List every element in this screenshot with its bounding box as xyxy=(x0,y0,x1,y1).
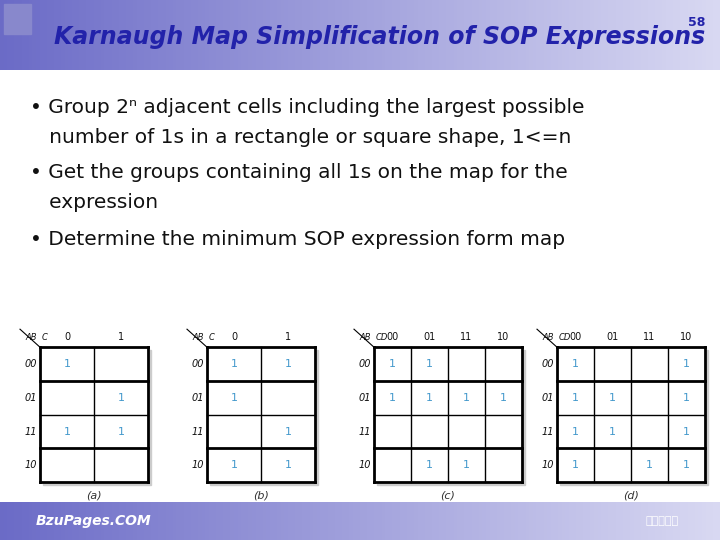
Text: 1: 1 xyxy=(426,393,433,403)
Text: 10: 10 xyxy=(192,460,204,470)
Text: 1: 1 xyxy=(683,393,690,403)
Text: 11: 11 xyxy=(644,332,656,342)
Text: CD: CD xyxy=(376,333,388,342)
Text: • Group 2ⁿ adjacent cells including the largest possible: • Group 2ⁿ adjacent cells including the … xyxy=(30,98,585,117)
Text: CD: CD xyxy=(559,333,572,342)
Text: 01: 01 xyxy=(359,393,371,403)
Text: 00: 00 xyxy=(192,359,204,369)
Text: 10: 10 xyxy=(541,460,554,470)
Bar xyxy=(560,350,708,485)
Text: 10: 10 xyxy=(24,460,37,470)
Text: 1: 1 xyxy=(683,460,690,470)
Text: 1: 1 xyxy=(609,427,616,436)
Text: (a): (a) xyxy=(86,490,102,500)
Text: (c): (c) xyxy=(441,490,456,500)
Text: 11: 11 xyxy=(24,427,37,436)
Text: 1: 1 xyxy=(683,427,690,436)
Text: 1: 1 xyxy=(646,460,653,470)
Text: 1: 1 xyxy=(572,359,579,369)
Text: AB: AB xyxy=(192,333,204,342)
Text: (b): (b) xyxy=(253,490,269,500)
Text: Karnaugh Map Simplification of SOP Expressions: Karnaugh Map Simplification of SOP Expre… xyxy=(54,24,706,49)
Text: 10: 10 xyxy=(680,332,693,342)
Text: 1: 1 xyxy=(118,332,124,342)
Text: BzuPages.COM: BzuPages.COM xyxy=(36,514,152,528)
Text: 00: 00 xyxy=(387,332,399,342)
Text: 01: 01 xyxy=(24,393,37,403)
Text: C: C xyxy=(209,333,215,342)
Text: 1: 1 xyxy=(230,359,238,369)
Text: 01: 01 xyxy=(541,393,554,403)
Text: 대구대학교: 대구대학교 xyxy=(646,516,679,526)
Text: 00: 00 xyxy=(359,359,371,369)
Text: 1: 1 xyxy=(683,359,690,369)
Text: AB: AB xyxy=(542,333,554,342)
Text: 0: 0 xyxy=(231,332,237,342)
Text: 1: 1 xyxy=(230,393,238,403)
Text: 11: 11 xyxy=(359,427,371,436)
Text: 10: 10 xyxy=(498,332,510,342)
Text: 1: 1 xyxy=(426,460,433,470)
Text: AB: AB xyxy=(359,333,371,342)
Text: 1: 1 xyxy=(572,460,579,470)
Text: 1: 1 xyxy=(285,332,291,342)
Text: 1: 1 xyxy=(284,359,292,369)
Text: 00: 00 xyxy=(570,332,582,342)
Text: 01: 01 xyxy=(423,332,436,342)
Text: 1: 1 xyxy=(572,393,579,403)
Text: 1: 1 xyxy=(572,427,579,436)
Text: 1: 1 xyxy=(426,359,433,369)
Bar xyxy=(207,347,315,482)
Bar xyxy=(40,347,148,482)
Text: 11: 11 xyxy=(192,427,204,436)
Text: • Determine the minimum SOP expression form map: • Determine the minimum SOP expression f… xyxy=(30,230,565,249)
Bar xyxy=(4,4,31,33)
Text: 1: 1 xyxy=(609,393,616,403)
Text: 1: 1 xyxy=(389,393,396,403)
Text: 1: 1 xyxy=(463,393,470,403)
Text: C: C xyxy=(42,333,48,342)
Text: 1: 1 xyxy=(284,427,292,436)
Text: 11: 11 xyxy=(541,427,554,436)
Text: number of 1s in a rectangle or square shape, 1<=n: number of 1s in a rectangle or square sh… xyxy=(30,127,572,147)
Text: 1: 1 xyxy=(284,460,292,470)
Text: 1: 1 xyxy=(63,359,71,369)
Text: 11: 11 xyxy=(460,332,472,342)
Text: 10: 10 xyxy=(359,460,371,470)
Text: 58: 58 xyxy=(688,16,705,29)
Text: 0: 0 xyxy=(64,332,70,342)
Text: (d): (d) xyxy=(623,490,639,500)
Text: 1: 1 xyxy=(117,393,125,403)
Text: 01: 01 xyxy=(606,332,618,342)
Text: 1: 1 xyxy=(389,359,396,369)
Text: 1: 1 xyxy=(230,460,238,470)
Text: • Get the groups containing all 1s on the map for the: • Get the groups containing all 1s on th… xyxy=(30,163,568,181)
Text: 1: 1 xyxy=(117,427,125,436)
Bar xyxy=(210,350,318,485)
Bar xyxy=(377,350,525,485)
Bar xyxy=(557,347,705,482)
Text: 1: 1 xyxy=(463,460,470,470)
Text: 00: 00 xyxy=(541,359,554,369)
Text: 1: 1 xyxy=(63,427,71,436)
Bar xyxy=(374,347,522,482)
Bar xyxy=(43,350,151,485)
Text: AB: AB xyxy=(25,333,37,342)
Text: 01: 01 xyxy=(192,393,204,403)
Text: 1: 1 xyxy=(500,393,507,403)
Text: 00: 00 xyxy=(24,359,37,369)
Text: expression: expression xyxy=(30,193,158,212)
